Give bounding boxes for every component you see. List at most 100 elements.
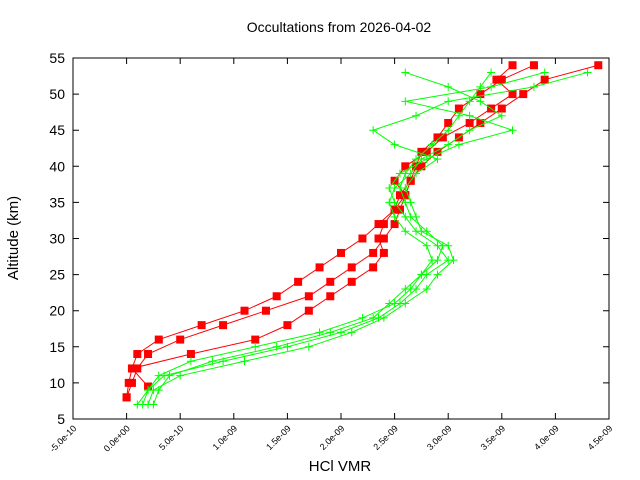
data-point-square — [133, 364, 142, 373]
data-point-square — [401, 162, 410, 171]
data-point-square — [438, 133, 447, 142]
data-point-plus — [401, 285, 410, 294]
x-tick-label: 4.5e-09 — [586, 423, 615, 452]
data-point-plus — [417, 270, 426, 279]
data-point-plus — [444, 140, 453, 149]
data-point-square — [540, 75, 549, 84]
series-line — [126, 64, 599, 398]
data-point-plus — [406, 198, 415, 207]
data-point-square — [465, 118, 474, 127]
data-point-square — [347, 263, 356, 272]
data-point-square — [337, 248, 345, 257]
y-tick-label: 40 — [49, 158, 65, 174]
x-axis-label: HCl VMR — [309, 458, 372, 475]
data-point-square — [176, 335, 185, 344]
data-point-plus — [401, 68, 410, 77]
y-axis-label: Altitude (km) — [5, 196, 22, 280]
data-point-square — [127, 378, 136, 387]
x-tick-label: 1.0e-09 — [211, 423, 240, 452]
data-point-square — [476, 90, 485, 99]
x-tick-label: 4.0e-09 — [532, 423, 561, 452]
data-point-square — [186, 350, 195, 359]
y-tick-label: 50 — [49, 86, 65, 102]
data-point-square — [315, 263, 324, 272]
data-point-plus — [529, 82, 538, 91]
data-point-plus — [417, 155, 426, 164]
series-5 — [144, 68, 592, 409]
data-point-square — [433, 133, 442, 142]
data-point-plus — [272, 342, 281, 351]
x-tick-label: 5.0e-10 — [157, 423, 186, 452]
data-point-square — [272, 292, 281, 301]
y-tick-label: 10 — [49, 375, 65, 391]
data-point-plus — [433, 270, 442, 279]
data-point-square — [197, 321, 206, 330]
series-layer — [122, 61, 603, 409]
data-point-square — [379, 234, 388, 243]
data-point-plus — [444, 241, 453, 250]
data-point-square — [133, 350, 142, 359]
data-point-square — [122, 393, 131, 402]
data-point-plus — [165, 371, 174, 380]
y-tick-label: 20 — [49, 303, 65, 319]
data-point-plus — [390, 212, 399, 221]
data-point-square — [294, 277, 303, 286]
data-point-square — [508, 90, 517, 99]
y-tick-label: 5 — [57, 411, 65, 427]
series-line — [147, 71, 588, 405]
data-point-plus — [487, 68, 496, 77]
data-point-plus — [428, 256, 437, 265]
data-point-square — [379, 248, 388, 257]
data-point-square — [154, 335, 163, 344]
data-point-plus — [240, 357, 249, 366]
data-point-square — [395, 191, 404, 200]
data-point-plus — [390, 183, 399, 192]
data-point-plus — [412, 111, 421, 120]
data-point-plus — [154, 386, 163, 395]
series-0 — [122, 61, 538, 402]
data-point-square — [519, 90, 528, 99]
data-point-plus — [422, 241, 431, 250]
data-point-plus — [251, 342, 260, 351]
series-line — [126, 64, 535, 398]
x-tick-label: 2.0e-09 — [318, 423, 347, 452]
data-point-plus — [428, 140, 437, 149]
data-point-plus — [385, 299, 394, 308]
data-point-square — [379, 220, 388, 229]
data-point-plus — [401, 227, 410, 236]
data-point-square — [240, 306, 249, 315]
data-point-square — [347, 277, 356, 286]
data-point-plus — [401, 97, 410, 106]
data-point-square — [497, 104, 506, 113]
data-point-plus — [476, 97, 485, 106]
chart-title: Occultations from 2026-04-02 — [247, 19, 432, 35]
x-tick-label: -5.0e-10 — [48, 423, 79, 454]
data-point-square — [358, 234, 367, 243]
x-tick-label: 1.5e-09 — [264, 423, 293, 452]
data-point-square — [433, 147, 442, 156]
data-point-square — [497, 75, 506, 84]
data-point-square — [390, 220, 399, 229]
data-point-plus — [149, 400, 158, 409]
data-point-plus — [412, 285, 421, 294]
data-point-square — [283, 321, 292, 330]
data-point-square — [261, 306, 270, 315]
data-point-plus — [422, 285, 431, 294]
data-point-square — [304, 292, 313, 301]
data-point-plus — [476, 82, 485, 91]
data-point-plus — [208, 357, 217, 366]
data-point-square — [417, 147, 426, 156]
data-point-plus — [337, 328, 345, 337]
data-point-plus — [401, 183, 410, 192]
y-tick-label: 45 — [49, 122, 65, 138]
data-point-plus — [417, 227, 426, 236]
data-point-plus — [186, 357, 195, 366]
data-point-square — [444, 118, 453, 127]
data-point-plus — [508, 126, 517, 135]
data-point-plus — [385, 198, 394, 207]
data-point-plus — [358, 313, 367, 322]
data-point-square — [326, 292, 335, 301]
data-point-plus — [433, 155, 442, 164]
